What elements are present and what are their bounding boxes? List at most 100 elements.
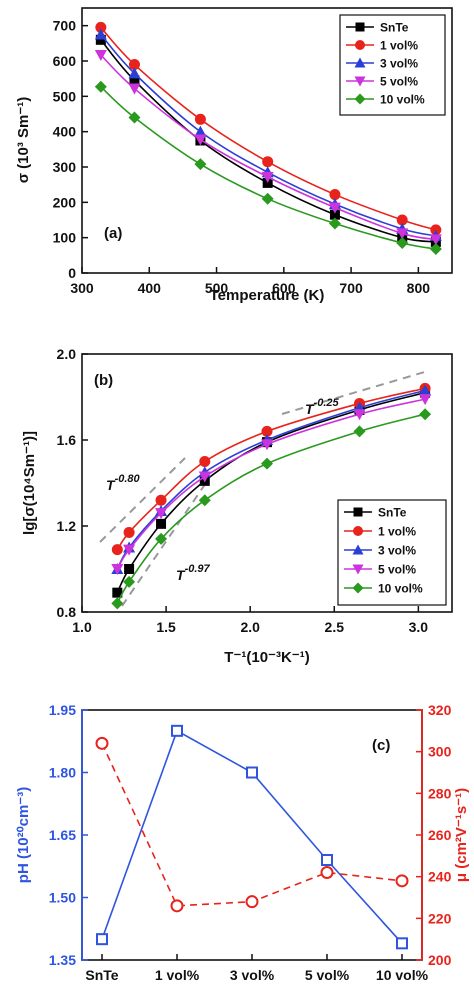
legend-label: 1 vol% <box>380 39 418 53</box>
data-point <box>396 228 409 240</box>
legend-marker <box>352 564 364 575</box>
data-point <box>194 113 206 125</box>
data-point <box>155 494 167 506</box>
data-point <box>353 409 366 421</box>
panel-a-temperature-conductivity: 300 400 500 600 700 800 0 100 200 300 400 500 600 70… <box>15 7 453 304</box>
x-tick-label: 2.5 <box>325 619 345 635</box>
data-point <box>329 209 340 220</box>
x-tick-label: 5 vol% <box>305 967 350 983</box>
left-tick-label: 1.80 <box>49 765 76 781</box>
data-point <box>429 234 442 246</box>
legend-entry: 10 vol% <box>346 93 425 107</box>
legend-label: 1 vol% <box>378 525 416 539</box>
x-tick-label: 1.0 <box>72 619 92 635</box>
panel-a-y-ticks: 0 100 200 300 400 500 600 700 <box>53 18 88 281</box>
data-point <box>194 125 207 137</box>
series-right-axis <box>95 736 409 913</box>
x-tick-label: 3 vol% <box>230 967 275 983</box>
data-point <box>170 899 184 913</box>
panel-b-y-ticks: 0.8 1.2 1.6 2.0 <box>57 346 88 620</box>
legend-marker <box>353 526 363 536</box>
annotation-t-097: T-0.97 <box>176 563 211 583</box>
series-line <box>101 729 403 944</box>
right-tick-label: 300 <box>428 744 452 760</box>
data-point <box>128 59 140 71</box>
annotation-t-025-power: -0.25 <box>314 397 340 409</box>
panel-b-label: (b) <box>94 372 113 389</box>
legend-marker <box>354 57 366 68</box>
data-point <box>111 544 123 556</box>
x-tick-label: 500 <box>205 280 229 296</box>
right-tick-label: 280 <box>428 785 452 801</box>
data-point <box>198 494 211 507</box>
annotation-t-097-base: T <box>176 567 186 583</box>
panel-c-right-axis-title: μ (cm²V⁻¹s⁻¹) <box>453 788 470 882</box>
y-tick-label: 100 <box>53 230 77 246</box>
y-tick-label: 600 <box>53 53 77 69</box>
legend-label: SnTe <box>378 506 407 520</box>
right-tick-label: 200 <box>428 952 452 968</box>
x-tick-label: 3.0 <box>409 619 429 635</box>
data-point <box>328 202 341 214</box>
data-point <box>429 242 442 255</box>
guide-line-t097 <box>121 479 209 607</box>
panel-a-frame <box>81 7 453 274</box>
data-point <box>128 83 141 95</box>
annotation-t-080-base: T <box>106 477 116 493</box>
guide-line-t080 <box>99 457 186 543</box>
panel-b-x-ticks: 1.0 1.5 2.0 2.5 3.0 <box>72 606 428 635</box>
series-5-vol- <box>94 49 442 246</box>
panel-a-series <box>94 21 442 255</box>
legend-entry: 5 vol% <box>346 75 418 89</box>
data-point <box>123 544 136 556</box>
data-point <box>94 80 107 93</box>
data-point <box>112 587 123 598</box>
guide-line-t025 <box>281 370 429 415</box>
y-tick-label: 500 <box>53 88 77 104</box>
legend-marker <box>353 507 363 517</box>
data-point <box>129 75 140 86</box>
legend-entry: 1 vol% <box>344 525 416 539</box>
panel-c-label: (c) <box>372 737 390 754</box>
legend-label: 3 vol% <box>378 544 416 558</box>
panel-a-legend: SnTe 1 vol% 3 vol% 5 vol% 10 vol% <box>339 14 446 116</box>
y-tick-label: 1.2 <box>57 518 77 534</box>
series-5-vol- <box>111 394 432 575</box>
data-point <box>94 49 107 61</box>
legend-entry: SnTe <box>346 21 409 35</box>
y-tick-label: 0.8 <box>57 604 77 620</box>
right-tick-label: 320 <box>428 702 452 718</box>
annotation-t-080: T-0.80 <box>106 473 141 493</box>
data-point <box>171 724 183 737</box>
series-10-vol- <box>111 408 432 610</box>
x-tick-label: 300 <box>70 280 94 296</box>
legend-label: 10 vol% <box>380 93 425 107</box>
data-point <box>128 67 141 79</box>
data-point <box>395 874 409 888</box>
legend-label: SnTe <box>380 21 409 35</box>
data-point <box>261 425 273 437</box>
legend-marker <box>355 40 365 50</box>
data-point <box>262 156 274 168</box>
data-point <box>111 597 124 610</box>
data-point <box>353 425 366 438</box>
panel-c-left-ticks: 1.35 1.50 1.65 1.80 1.95 <box>49 702 88 968</box>
x-tick-label: 2.0 <box>240 619 260 635</box>
data-point <box>245 895 259 909</box>
panel-a-label: (a) <box>104 225 122 242</box>
data-point <box>396 236 409 249</box>
data-point <box>95 21 107 33</box>
data-point <box>194 134 207 146</box>
data-point <box>261 171 274 183</box>
legend-marker <box>352 544 364 555</box>
legend-marker <box>355 22 365 32</box>
data-point <box>246 766 258 779</box>
data-point <box>329 189 341 201</box>
y-tick-label: 2.0 <box>57 346 77 362</box>
x-tick-label: SnTe <box>85 967 118 983</box>
y-tick-label: 0 <box>68 265 76 281</box>
data-point <box>123 526 135 538</box>
y-tick-label: 1.6 <box>57 432 77 448</box>
panel-a-x-axis-title: Temperature (K) <box>210 287 325 304</box>
data-point <box>419 408 432 421</box>
